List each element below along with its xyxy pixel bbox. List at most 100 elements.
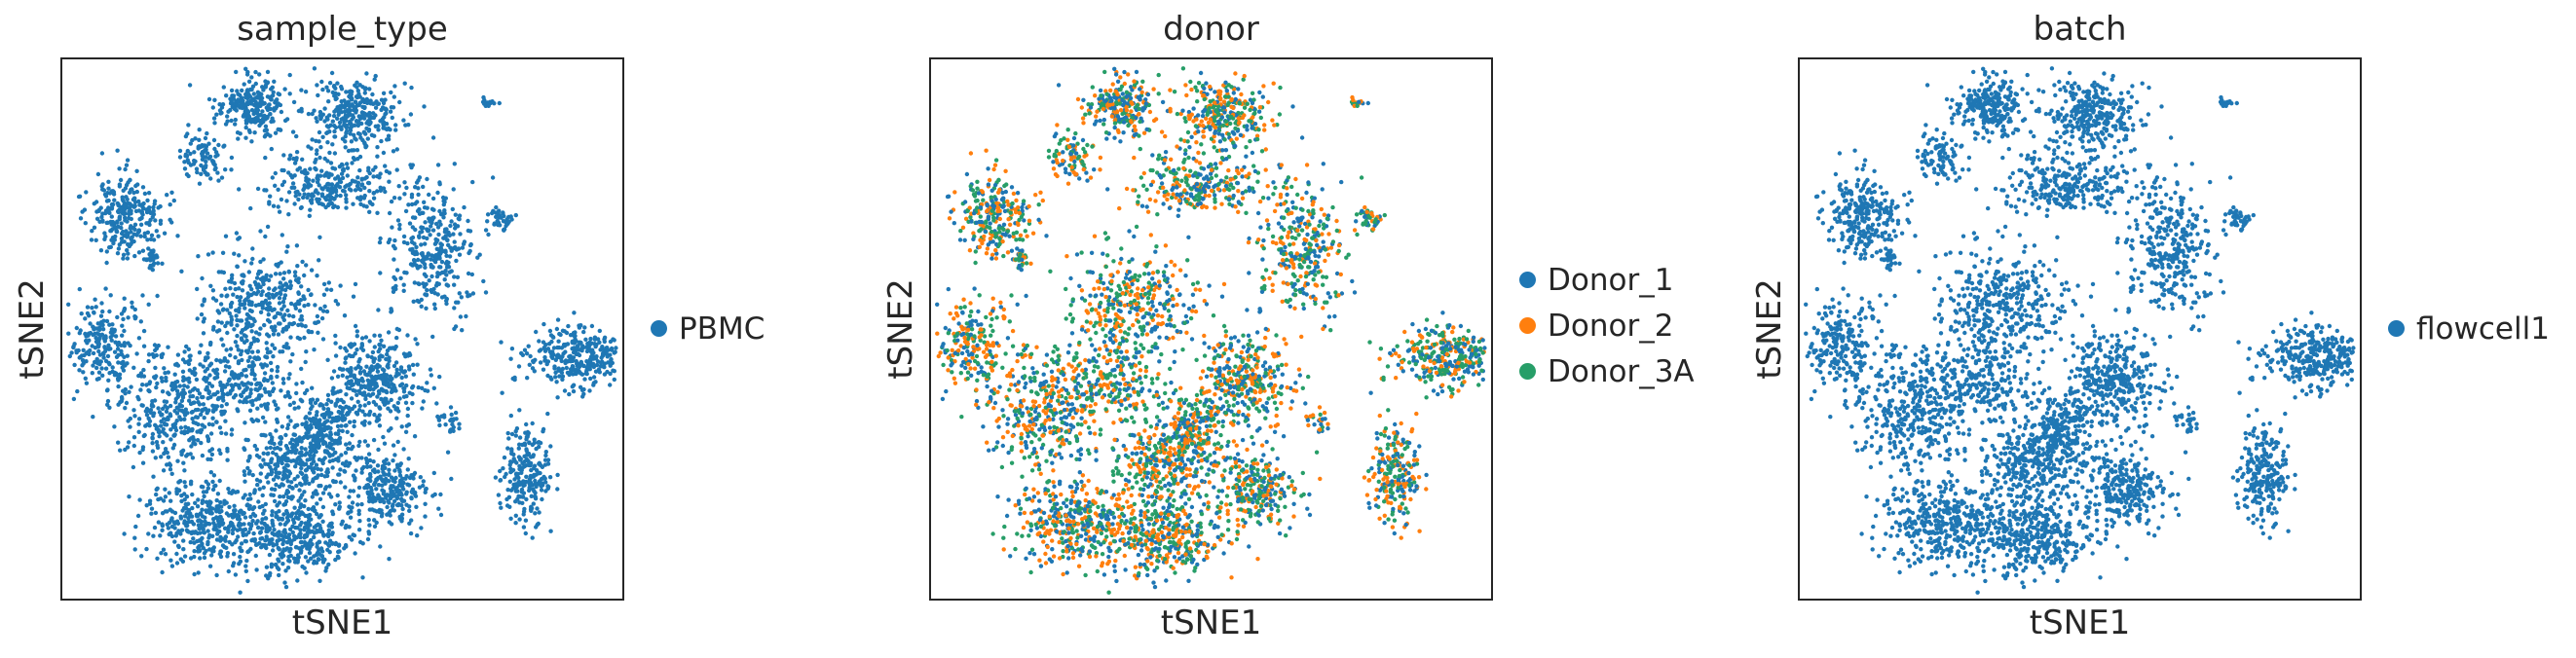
data-point — [380, 119, 385, 124]
data-point — [325, 89, 331, 93]
data-point — [457, 291, 462, 296]
data-point — [101, 188, 107, 193]
data-point — [466, 271, 471, 276]
data-point — [266, 102, 272, 108]
data-point — [158, 203, 163, 209]
data-point — [369, 132, 375, 137]
data-point — [432, 302, 437, 307]
data-point — [365, 136, 370, 141]
data-point — [263, 124, 269, 128]
data-point — [349, 97, 355, 102]
data-point — [154, 229, 159, 234]
data-point — [442, 277, 447, 282]
data-point — [393, 128, 398, 132]
data-point — [425, 176, 429, 182]
data-point — [90, 229, 94, 234]
data-point — [290, 181, 296, 186]
data-point — [370, 91, 375, 97]
data-point — [246, 114, 251, 119]
data-point — [192, 158, 197, 164]
data-point — [371, 115, 377, 121]
data-point — [229, 88, 235, 93]
data-point — [115, 148, 120, 153]
data-point — [383, 164, 388, 168]
data-point — [364, 174, 369, 180]
data-point — [325, 140, 330, 145]
data-point — [147, 205, 152, 210]
data-point — [344, 162, 350, 166]
data-point — [367, 189, 372, 194]
data-point — [165, 193, 169, 198]
data-point — [89, 238, 94, 242]
data-point — [212, 146, 217, 152]
data-point — [327, 198, 332, 202]
data-point — [223, 167, 228, 172]
data-point — [348, 119, 353, 125]
data-point — [277, 91, 282, 97]
data-point — [339, 117, 344, 122]
data-point — [241, 98, 245, 103]
data-point — [270, 175, 275, 180]
data-point — [228, 96, 233, 101]
data-point — [350, 161, 355, 165]
data-point — [182, 160, 187, 164]
data-point — [119, 221, 124, 226]
data-point — [121, 208, 126, 213]
data-point — [151, 248, 156, 253]
data-point — [255, 108, 261, 113]
data-point — [243, 106, 248, 111]
data-point — [384, 168, 390, 174]
data-point — [144, 209, 150, 215]
data-point — [375, 210, 380, 215]
data-point — [347, 104, 353, 109]
data-point — [355, 157, 360, 162]
data-point — [276, 187, 280, 192]
data-point — [345, 173, 350, 178]
data-point — [123, 203, 129, 209]
data-point — [128, 226, 132, 231]
data-point — [317, 129, 322, 135]
data-point — [229, 167, 234, 172]
data-point — [276, 204, 280, 209]
data-point — [96, 208, 101, 213]
data-point — [402, 81, 407, 86]
data-point — [332, 196, 337, 201]
data-point — [314, 157, 318, 163]
data-point — [160, 261, 165, 266]
data-point — [116, 246, 122, 251]
data-point — [402, 192, 407, 197]
data-point — [367, 87, 372, 91]
data-point — [332, 203, 337, 208]
data-point — [362, 91, 367, 95]
data-point — [117, 182, 123, 187]
data-point — [327, 129, 332, 134]
data-point — [323, 197, 329, 202]
data-point — [145, 238, 150, 242]
data-point — [292, 201, 297, 206]
data-point — [104, 249, 109, 254]
data-point — [108, 219, 113, 225]
data-point — [389, 90, 393, 95]
data-point — [391, 149, 396, 154]
data-point — [314, 151, 319, 157]
data-point — [364, 71, 369, 76]
data-point — [99, 184, 104, 189]
data-point — [455, 274, 461, 279]
data-point — [193, 136, 198, 141]
data-point — [390, 225, 394, 230]
data-point — [375, 154, 380, 159]
data-point — [333, 86, 338, 91]
data-point — [267, 200, 272, 204]
data-point — [294, 150, 300, 155]
data-point — [230, 93, 235, 98]
data-point — [99, 214, 104, 220]
data-point — [396, 184, 401, 189]
data-point — [194, 166, 200, 171]
data-point — [432, 306, 437, 311]
data-point — [277, 209, 282, 214]
data-point — [260, 100, 265, 105]
data-point — [221, 85, 226, 90]
data-point — [203, 143, 207, 148]
data-point — [281, 153, 286, 158]
data-point — [348, 181, 353, 187]
